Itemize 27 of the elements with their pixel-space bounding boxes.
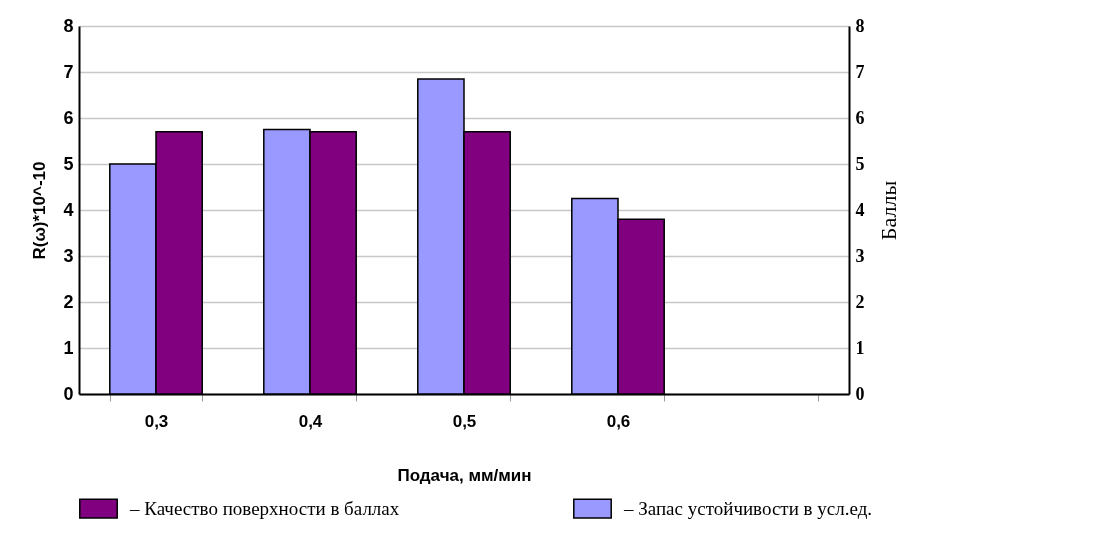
x-tick-label: 0,4 bbox=[298, 411, 323, 431]
x-axis-title: Подача, мм/мин bbox=[397, 465, 532, 485]
y-tick-label: 8 bbox=[63, 15, 74, 36]
y2-tick-label: 2 bbox=[855, 291, 865, 312]
y-tick-label: 4 bbox=[63, 199, 74, 220]
y2-tick-label: 3 bbox=[855, 245, 865, 266]
legend-label: – Качество поверхности в баллах bbox=[129, 497, 400, 519]
y-tick-label: 5 bbox=[63, 153, 74, 174]
y2-tick-label: 4 bbox=[855, 199, 865, 220]
y2-tick-label: 1 bbox=[855, 337, 865, 358]
x-tick-label: 0,6 bbox=[606, 411, 631, 431]
y2-axis-title: Баллы bbox=[875, 180, 901, 241]
y2-tick-label: 6 bbox=[855, 107, 865, 128]
y2-tick-label: 8 bbox=[855, 15, 865, 36]
y-tick-label: 6 bbox=[63, 107, 74, 128]
y-axis-title: R(ω)*10^-10 bbox=[30, 161, 50, 260]
y2-tick-label: 7 bbox=[855, 61, 865, 82]
x-tick-label: 0,3 bbox=[144, 411, 169, 431]
y-tick-label: 3 bbox=[63, 245, 74, 266]
x-tick-label: 0,5 bbox=[452, 411, 477, 431]
legend-label: – Запас устойчивости в усл.ед. bbox=[623, 497, 873, 519]
y-tick-label: 2 bbox=[63, 291, 74, 312]
y2-tick-label: 5 bbox=[855, 153, 865, 174]
y-tick-label: 1 bbox=[63, 337, 74, 358]
y2-tick-label: 0 bbox=[855, 383, 865, 404]
y-tick-label: 7 bbox=[63, 61, 74, 82]
y-tick-label: 0 bbox=[63, 383, 74, 404]
